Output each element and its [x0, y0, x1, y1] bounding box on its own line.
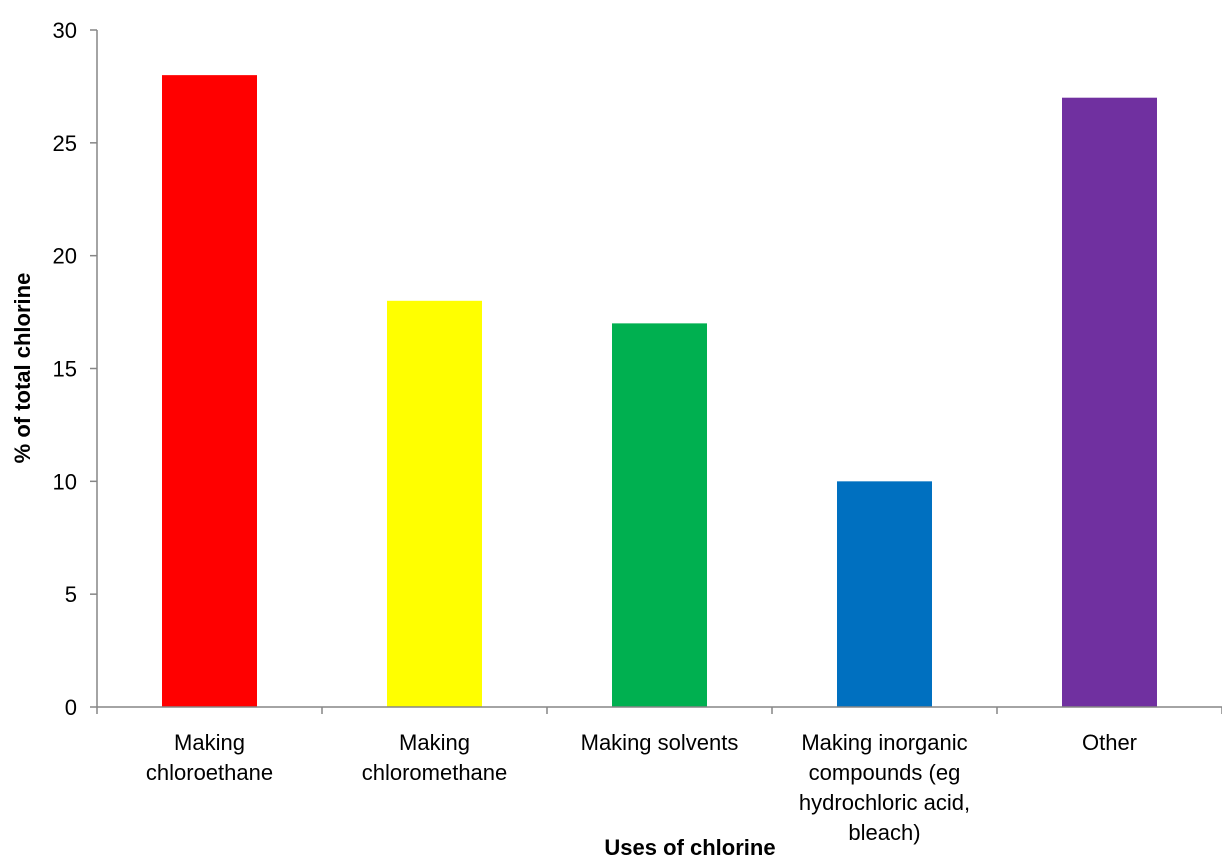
bars-group [162, 75, 1157, 708]
y-tick-label: 15 [53, 357, 77, 382]
x-category-label: Other [1082, 730, 1137, 755]
y-tick-label: 5 [65, 582, 77, 607]
bar [612, 323, 707, 707]
y-tick-label: 30 [53, 18, 77, 43]
y-tick-label: 25 [53, 131, 77, 156]
x-axis-ticks [96, 707, 1222, 714]
y-tick-label: 20 [53, 244, 77, 269]
bar [387, 300, 482, 707]
y-tick-label: 10 [53, 469, 77, 494]
x-category-label: Making chloroethane [146, 730, 273, 785]
x-axis-title: Uses of chlorine [604, 835, 775, 860]
x-category-label: Making solvents [581, 730, 739, 755]
y-axis-ticks: 0 5 10 15 20 25 30 [53, 18, 97, 720]
bar [162, 75, 257, 708]
y-tick-label: 0 [65, 695, 77, 720]
category-labels: Making chloroethane Making chloromethane Mak… [146, 730, 1137, 845]
x-category-label: Making chloromethane [362, 730, 508, 785]
y-axis-title: % of total chlorine [10, 273, 35, 464]
bar [1062, 97, 1157, 707]
bar [837, 481, 932, 707]
x-category-label: Making inorganic compounds (eg hydrochlori… [799, 730, 970, 845]
